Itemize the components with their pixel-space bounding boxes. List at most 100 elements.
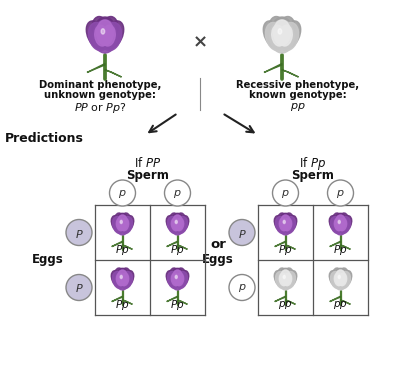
Ellipse shape [279,268,292,285]
Ellipse shape [121,270,134,288]
Ellipse shape [176,273,184,286]
Ellipse shape [334,268,347,285]
Ellipse shape [120,273,129,286]
Ellipse shape [280,270,290,285]
Ellipse shape [176,272,188,288]
Ellipse shape [283,213,293,228]
Circle shape [66,274,92,300]
Ellipse shape [333,270,348,290]
Ellipse shape [168,272,180,288]
Ellipse shape [117,215,128,230]
Circle shape [109,180,136,206]
Ellipse shape [339,273,347,286]
Text: or: or [210,238,226,251]
Polygon shape [178,300,188,304]
Ellipse shape [263,21,284,49]
Ellipse shape [283,220,285,223]
Ellipse shape [338,272,350,288]
Text: Sperm: Sperm [292,169,334,182]
Ellipse shape [284,273,292,286]
Polygon shape [178,245,188,249]
Ellipse shape [120,268,130,283]
Text: If $\it{Pp}$: If $\it{Pp}$ [299,154,327,172]
Ellipse shape [330,216,342,234]
Ellipse shape [339,216,352,233]
Ellipse shape [92,16,109,42]
Ellipse shape [270,20,294,53]
Ellipse shape [279,25,292,46]
Ellipse shape [334,218,342,231]
Circle shape [66,219,92,246]
Ellipse shape [101,16,118,42]
Ellipse shape [336,270,346,285]
Text: If $\it{PP}$: If $\it{PP}$ [134,156,162,170]
Ellipse shape [170,270,185,290]
Ellipse shape [121,216,134,233]
Ellipse shape [166,270,179,288]
Ellipse shape [339,270,352,288]
Ellipse shape [111,270,124,288]
Text: Eggs: Eggs [202,254,234,266]
Ellipse shape [115,215,130,235]
Ellipse shape [338,268,348,283]
Text: $\it{pp}$: $\it{pp}$ [290,101,306,113]
Ellipse shape [329,270,342,288]
Ellipse shape [284,270,297,288]
Text: $\it{pp}$: $\it{pp}$ [333,299,348,311]
Ellipse shape [120,275,122,278]
Ellipse shape [276,272,288,288]
Circle shape [229,274,255,300]
Polygon shape [112,241,122,247]
Ellipse shape [86,21,107,49]
Ellipse shape [338,216,350,234]
Text: $\it{P}$: $\it{P}$ [75,283,83,295]
Text: Dominant phenotype,: Dominant phenotype, [39,80,161,90]
Ellipse shape [272,25,285,46]
Polygon shape [167,296,178,301]
Text: $\it{p}$: $\it{p}$ [173,188,182,200]
Ellipse shape [284,218,292,231]
Text: $\it{p}$: $\it{p}$ [336,188,345,200]
Ellipse shape [102,25,115,46]
Text: Recessive phenotype,: Recessive phenotype, [237,80,359,90]
Ellipse shape [280,21,301,49]
Ellipse shape [274,20,290,45]
Ellipse shape [176,216,188,234]
Polygon shape [286,245,295,249]
Polygon shape [275,296,286,301]
Ellipse shape [333,213,343,228]
Ellipse shape [333,215,348,235]
Circle shape [229,219,255,246]
Ellipse shape [120,220,122,223]
Text: unknown genotype:: unknown genotype: [44,90,156,100]
Ellipse shape [278,270,293,290]
Text: $\it{Pp}$: $\it{Pp}$ [333,243,348,257]
Ellipse shape [283,275,285,278]
Ellipse shape [274,270,286,288]
Ellipse shape [265,22,285,51]
Polygon shape [167,241,178,247]
Ellipse shape [279,218,287,231]
Ellipse shape [334,213,347,231]
Text: $\it{Pp}$: $\it{Pp}$ [115,298,130,312]
Ellipse shape [171,268,184,285]
Text: $\it{p}$: $\it{p}$ [281,188,290,200]
Ellipse shape [278,215,293,235]
Ellipse shape [175,220,177,223]
Ellipse shape [175,268,185,283]
Ellipse shape [176,216,189,233]
Polygon shape [264,64,282,73]
Polygon shape [122,300,132,304]
Circle shape [273,180,298,206]
Ellipse shape [280,215,290,230]
Text: $\it{PP}$ or $\it{Pp}$?: $\it{PP}$ or $\it{Pp}$? [74,101,126,115]
Ellipse shape [284,216,297,233]
Polygon shape [112,296,122,301]
Ellipse shape [116,268,129,285]
Ellipse shape [274,216,286,233]
Text: $\it{Pp}$: $\it{Pp}$ [170,298,185,312]
Ellipse shape [279,273,287,286]
Ellipse shape [117,218,124,231]
Circle shape [328,180,354,206]
Text: $\it{pp}$: $\it{pp}$ [278,299,293,311]
